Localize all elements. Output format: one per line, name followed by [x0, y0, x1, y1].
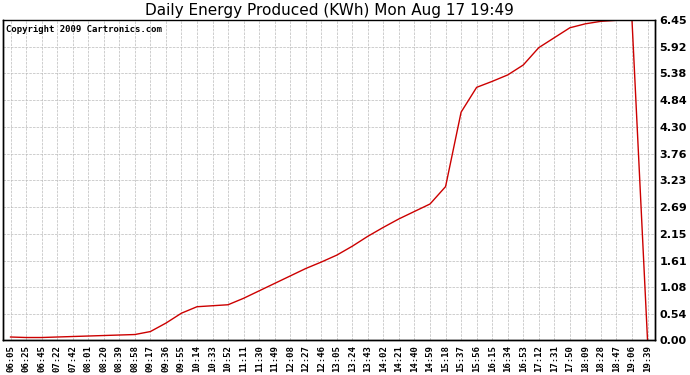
Title: Daily Energy Produced (KWh) Mon Aug 17 19:49: Daily Energy Produced (KWh) Mon Aug 17 1…	[145, 3, 513, 18]
Text: Copyright 2009 Cartronics.com: Copyright 2009 Cartronics.com	[6, 25, 162, 34]
